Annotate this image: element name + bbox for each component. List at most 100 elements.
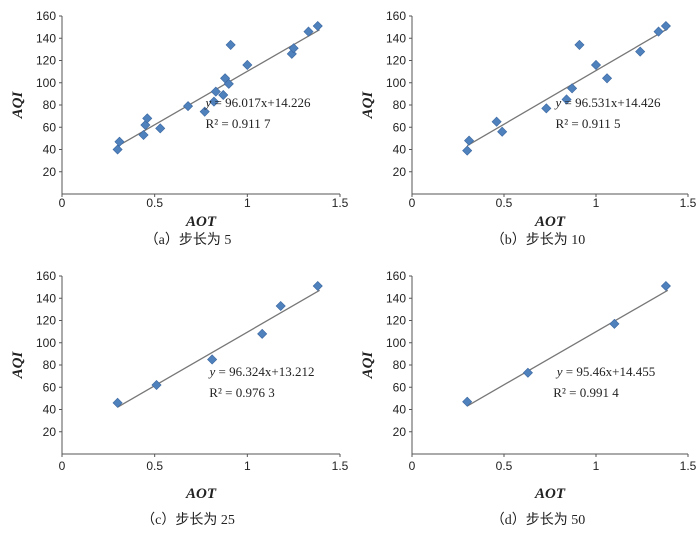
y-tick-label: 160 [386, 9, 406, 23]
x-tick-label: 1.5 [680, 459, 697, 473]
x-tick-label: 0.5 [496, 459, 513, 473]
y-axis-title: AQI [360, 91, 376, 120]
regression-equation: y = 96.531x+14.426 [554, 95, 661, 110]
r-squared-label: R² = 0.976 3 [209, 385, 274, 400]
x-tick-label: 0.5 [146, 196, 163, 210]
data-point [464, 135, 475, 146]
y-tick-label: 100 [36, 336, 56, 350]
x-axis-title: AOT [534, 214, 566, 230]
y-tick-label: 120 [386, 54, 406, 68]
data-point [223, 78, 234, 89]
chart-panel-1: 20 40 60 80 100 120 140 160 0 0.5 1 1.5 AOT AQI y = 96… [10, 9, 349, 248]
x-tick-label: 1 [244, 459, 251, 473]
x-tick-label: 0.5 [496, 196, 513, 210]
y-tick-label: 100 [36, 76, 56, 90]
x-axis-title: AOT [534, 486, 566, 502]
y-tick-label: 20 [43, 165, 57, 179]
data-point [199, 106, 210, 117]
panel-caption: （d）步长为 50 [491, 512, 586, 528]
y-tick-label: 80 [393, 358, 407, 372]
data-point [183, 101, 194, 112]
x-axis-title: AOT [185, 214, 217, 230]
data-point [225, 39, 236, 50]
data-point [497, 126, 508, 137]
chart-panel-3: 20 40 60 80 100 120 140 160 0 0.5 1 1.5 AOT AQI y = 96… [10, 269, 349, 528]
y-axis-title: AQI [10, 351, 26, 380]
data-point [207, 354, 218, 365]
x-tick-label: 0 [59, 196, 66, 210]
data-point [561, 94, 572, 105]
panel-caption: （a）步长为 5 [145, 232, 232, 248]
x-tick-label: 1.5 [680, 196, 697, 210]
y-tick-label: 160 [36, 9, 56, 23]
panel-caption: （b）步长为 10 [491, 232, 586, 248]
y-tick-label: 80 [43, 358, 57, 372]
r-squared-label: R² = 0.991 4 [553, 385, 619, 400]
y-tick-label: 120 [36, 54, 56, 68]
data-point [142, 113, 153, 124]
r-squared-label: R² = 0.911 7 [206, 116, 271, 131]
data-point [660, 280, 671, 292]
y-tick-label: 160 [36, 269, 56, 283]
data-point [286, 48, 297, 59]
regression-equation: y = 96.324x+13.212 [208, 364, 315, 379]
data-point [635, 46, 646, 57]
y-tick-label: 80 [43, 98, 57, 112]
y-tick-label: 20 [43, 425, 57, 439]
data-point [112, 144, 123, 155]
r-squared-label: R² = 0.911 5 [556, 116, 621, 131]
data-point [303, 26, 314, 37]
y-tick-label: 160 [386, 269, 406, 283]
x-axis-title: AOT [185, 486, 217, 502]
y-tick-label: 60 [393, 120, 407, 134]
data-point [138, 130, 149, 141]
x-tick-label: 0 [409, 196, 416, 210]
y-tick-label: 100 [386, 336, 406, 350]
y-tick-label: 60 [43, 120, 57, 134]
y-axis-title: AQI [360, 351, 376, 380]
y-tick-label: 20 [393, 425, 407, 439]
y-tick-label: 20 [393, 165, 407, 179]
y-tick-label: 120 [36, 314, 56, 328]
data-point [151, 380, 162, 391]
data-point [567, 83, 578, 94]
data-point [242, 59, 253, 70]
y-tick-label: 60 [393, 380, 407, 394]
x-tick-label: 1.5 [332, 196, 349, 210]
data-point [609, 318, 620, 329]
data-point [462, 145, 473, 156]
data-point [210, 86, 221, 97]
trend-line [466, 289, 669, 407]
data-point [574, 39, 585, 50]
data-point [218, 89, 229, 101]
data-point [257, 328, 268, 339]
y-tick-label: 140 [36, 31, 56, 45]
x-tick-label: 1 [593, 459, 600, 473]
y-tick-label: 60 [43, 380, 57, 394]
data-point [462, 396, 473, 407]
y-tick-label: 40 [43, 143, 57, 157]
x-tick-label: 1.5 [332, 459, 349, 473]
y-axis-title: AQI [10, 91, 26, 120]
data-point [602, 73, 613, 84]
y-tick-label: 40 [393, 403, 407, 417]
trend-line [466, 28, 669, 147]
regression-equation: y = 96.017x+14.226 [204, 95, 311, 110]
x-tick-label: 1 [593, 196, 600, 210]
y-tick-label: 40 [393, 143, 407, 157]
data-point [208, 96, 219, 107]
data-point [660, 20, 671, 32]
x-tick-label: 0 [409, 459, 416, 473]
data-point [155, 123, 166, 134]
y-tick-label: 140 [386, 291, 406, 305]
data-point [491, 116, 502, 127]
regression-equation: y = 95.46x+14.455 [555, 364, 655, 379]
y-tick-label: 40 [43, 403, 57, 417]
x-tick-label: 0.5 [146, 459, 163, 473]
x-tick-label: 1 [244, 196, 251, 210]
data-point [653, 26, 664, 37]
y-tick-label: 120 [386, 314, 406, 328]
data-point [522, 367, 533, 378]
panel-caption: （c）步长为 25 [141, 512, 235, 528]
